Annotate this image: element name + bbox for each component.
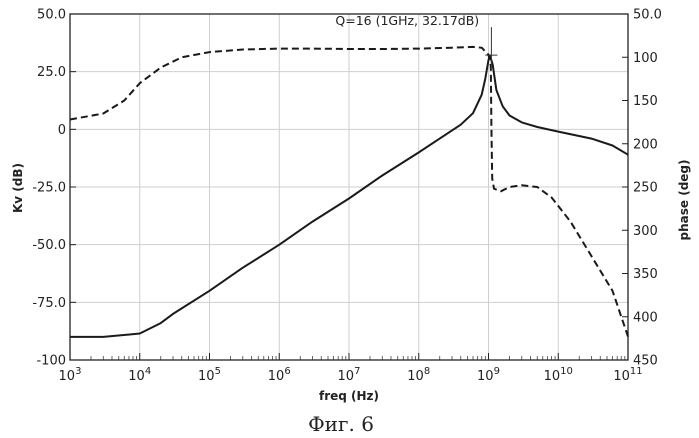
y-right-tick-label: 50.0 bbox=[633, 8, 662, 23]
x-tick-label: 1011 bbox=[613, 366, 642, 384]
y-right-axis-title: phase (deg) bbox=[677, 160, 691, 241]
annotation-layer: Q=16 (1GHz, 32.17dB) bbox=[335, 13, 497, 63]
y-left-tick-label: -100 bbox=[36, 354, 66, 369]
y-left-tick-label: 25.0 bbox=[37, 65, 66, 80]
annotation-label: Q=16 (1GHz, 32.17dB) bbox=[335, 13, 479, 28]
x-axis-title: freq (Hz) bbox=[319, 389, 379, 403]
y-right-tick-label: 250 bbox=[633, 181, 658, 196]
y-right-tick-label: 400 bbox=[633, 310, 658, 325]
x-tick-label: 1010 bbox=[544, 366, 573, 384]
x-tick-label: 108 bbox=[407, 366, 430, 384]
y-right-tick-label: 350 bbox=[633, 267, 658, 282]
y-left-tick-label: 50.0 bbox=[37, 8, 66, 23]
x-tick-label: 104 bbox=[128, 366, 151, 384]
y-right-tick-label: 200 bbox=[633, 137, 658, 152]
y-left-tick-label: -25.0 bbox=[32, 181, 66, 196]
y-left-tick-label: 0 bbox=[58, 123, 66, 138]
figure-caption: Фиг. 6 bbox=[308, 412, 374, 436]
grid bbox=[70, 14, 628, 360]
y-right-tick-label: 100 bbox=[633, 51, 658, 66]
y-right-tick-label: 300 bbox=[633, 224, 658, 239]
x-tick-label: 109 bbox=[477, 366, 500, 384]
y-left-tick-label: -50.0 bbox=[32, 238, 66, 253]
y-right-tick-label: 450 bbox=[633, 354, 658, 369]
x-tick-label: 103 bbox=[59, 366, 82, 384]
x-tick-label: 105 bbox=[198, 366, 221, 384]
y-left-tick-label: -75.0 bbox=[32, 296, 66, 311]
x-tick-label: 107 bbox=[338, 366, 361, 384]
y-left-axis-title: Kv (dB) bbox=[11, 163, 25, 213]
y-right-tick-label: 150 bbox=[633, 94, 658, 109]
tick-labels: 103 104 105 106 107 108 109 1010 1011 50.0 25.0 0 -2… bbox=[32, 8, 662, 385]
x-tick-label: 106 bbox=[268, 366, 291, 384]
